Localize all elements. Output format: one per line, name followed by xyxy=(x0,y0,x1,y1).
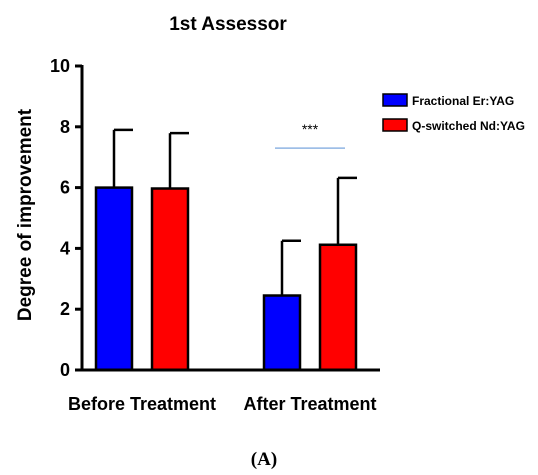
bar-fractional-er-yag-1 xyxy=(262,294,302,372)
y-tick-label: 10 xyxy=(50,56,70,76)
bar-fractional-er-yag-0 xyxy=(94,186,134,372)
y-tick-label: 8 xyxy=(60,117,70,137)
y-tick-label: 4 xyxy=(60,238,70,258)
legend-label: Q-switched Nd:YAG xyxy=(412,119,525,133)
chart-title: 1st Assessor xyxy=(169,14,287,35)
legend-label: Fractional Er:YAG xyxy=(412,94,514,108)
y-tick-label: 0 xyxy=(60,360,70,380)
y-tick-label: 2 xyxy=(60,299,70,319)
significance-marker: *** xyxy=(302,121,319,137)
legend-swatch xyxy=(382,118,408,132)
plot-area: 0 2 4 6 8 10 Before Treatment After Treatment **… xyxy=(50,56,377,414)
legend: Fractional Er:YAG Q-switched Nd:YAG xyxy=(382,93,525,133)
panel-label: (A) xyxy=(251,449,277,470)
legend-swatch xyxy=(382,93,408,107)
bar-q-switched-nd-yag-1 xyxy=(318,243,358,372)
y-axis-label: Degree of improvement xyxy=(15,108,36,321)
x-category-label: Before Treatment xyxy=(68,394,216,414)
x-category-label: After Treatment xyxy=(243,394,376,414)
y-tick-label: 6 xyxy=(60,178,70,198)
bar-q-switched-nd-yag-0 xyxy=(150,187,190,372)
